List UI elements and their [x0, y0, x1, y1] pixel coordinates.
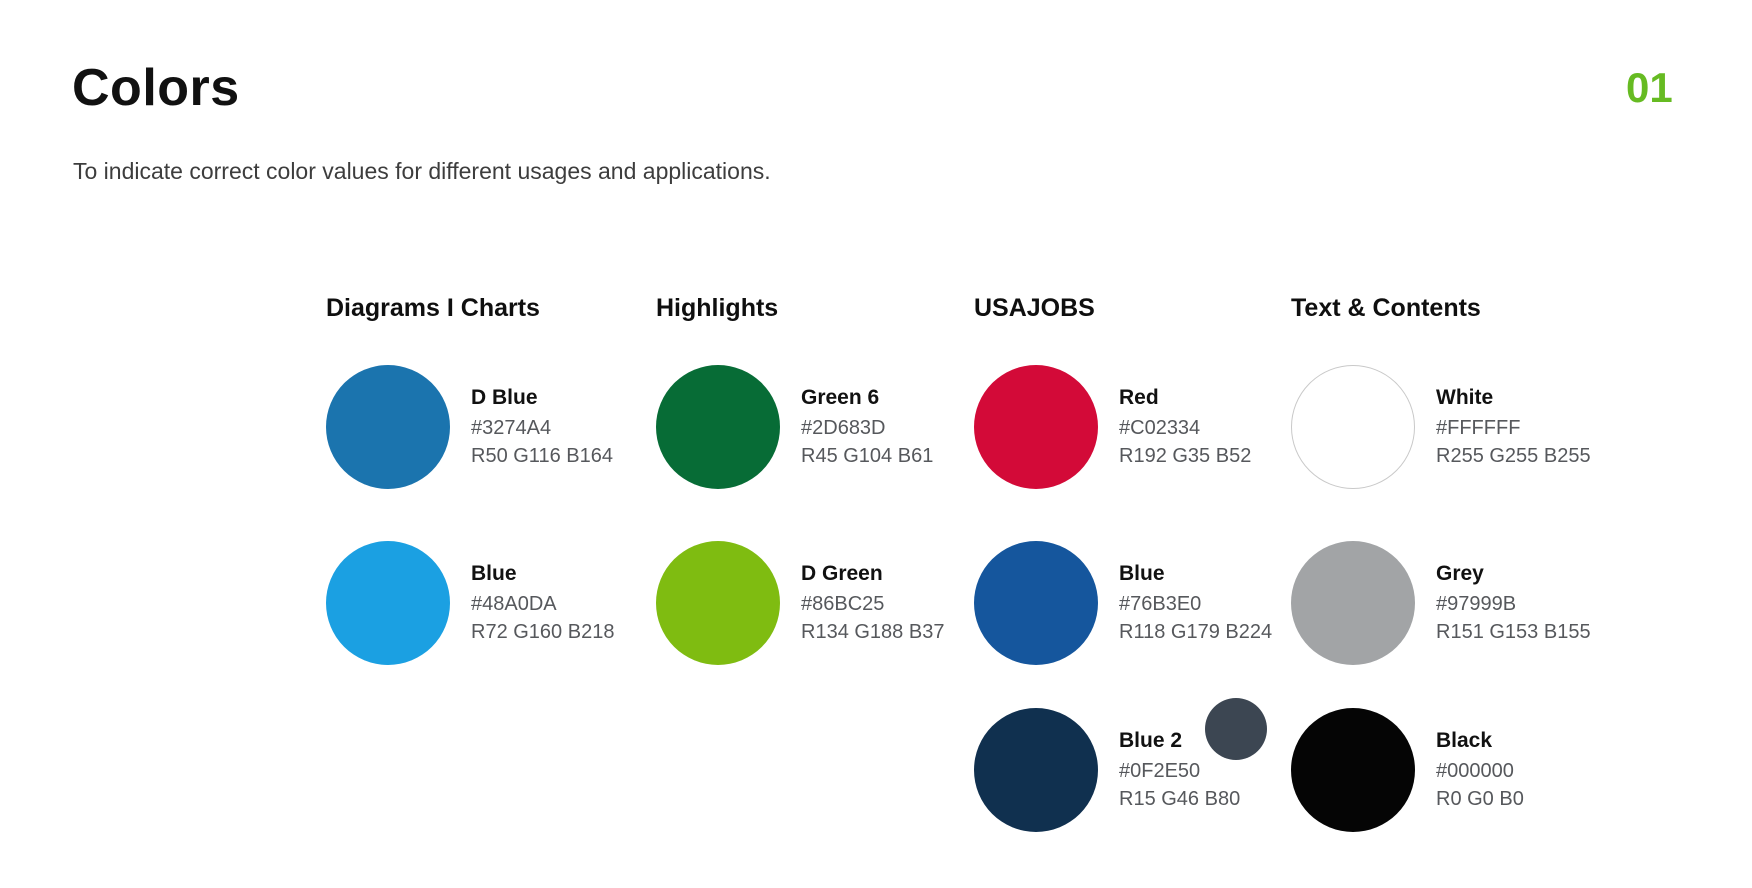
swatch-hex: #FFFFFF — [1436, 417, 1521, 439]
swatch-text: Blue #76B3E0 R118 G179 B224 — [1119, 560, 1272, 646]
swatch-rgb: R0 G0 B0 — [1436, 788, 1524, 810]
swatch-hex: #3274A4 — [471, 417, 552, 439]
swatch-rgb: R72 G160 B218 — [471, 621, 615, 643]
swatch-hex: #0F2E50 — [1119, 760, 1201, 782]
swatch-name: White — [1436, 386, 1494, 409]
swatch-name: Blue — [471, 562, 517, 585]
swatch-text: Green 6 #2D683D R45 G104 B61 — [801, 384, 933, 470]
swatch-text: Black #000000 R0 G0 B0 — [1436, 727, 1524, 813]
color-circle — [326, 541, 450, 665]
page-subtitle: To indicate correct color values for dif… — [73, 158, 771, 184]
swatch-red: Red #C02334 R192 G35 B52 — [974, 365, 1251, 489]
swatch-name: D Green — [801, 562, 883, 585]
swatch-rgb: R151 G153 B155 — [1436, 621, 1591, 643]
swatch-name: Green 6 — [801, 386, 880, 409]
color-circle — [326, 365, 450, 489]
column-usajobs: USAJOBS Red #C02334 R192 G35 B52 Blue #7… — [974, 0, 1304, 888]
color-circle — [1291, 708, 1415, 832]
color-circle — [974, 365, 1098, 489]
blue2-secondary-circle — [1205, 698, 1267, 760]
color-circle — [1291, 541, 1415, 665]
swatch-name: Grey — [1436, 562, 1484, 585]
swatch-rgb: R192 G35 B52 — [1119, 445, 1252, 467]
swatch-hex: #000000 — [1436, 760, 1514, 782]
color-circle — [656, 541, 780, 665]
swatch-d-blue: D Blue #3274A4 R50 G116 B164 — [326, 365, 613, 489]
color-circle — [974, 708, 1098, 832]
swatch-text: D Green #86BC25 R134 G188 B37 — [801, 560, 944, 646]
swatch-blue-usajobs: Blue #76B3E0 R118 G179 B224 — [974, 541, 1272, 665]
swatch-hex: #2D683D — [801, 417, 886, 439]
page-number: 01 — [1626, 64, 1673, 111]
column-header: Text & Contents — [1291, 294, 1481, 322]
swatch-rgb: R118 G179 B224 — [1119, 621, 1273, 643]
swatch-text: D Blue #3274A4 R50 G116 B164 — [471, 384, 613, 470]
swatch-d-green: D Green #86BC25 R134 G188 B37 — [656, 541, 944, 665]
swatch-name: Blue 2 — [1119, 729, 1183, 752]
swatch-hex: #86BC25 — [801, 593, 885, 615]
swatch-black: Black #000000 R0 G0 B0 — [1291, 708, 1524, 832]
swatch-name: Blue — [1119, 562, 1165, 585]
swatch-hex: #48A0DA — [471, 593, 557, 615]
swatch-text: White #FFFFFF R255 G255 B255 — [1436, 384, 1591, 470]
swatch-blue: Blue #48A0DA R72 G160 B218 — [326, 541, 614, 665]
swatch-blue-2: Blue 2 #0F2E50 R15 G46 B80 — [974, 708, 1240, 832]
color-circle — [656, 365, 780, 489]
swatch-white: White #FFFFFF R255 G255 B255 — [1291, 365, 1591, 489]
swatch-name: D Blue — [471, 386, 538, 409]
swatch-green-6: Green 6 #2D683D R45 G104 B61 — [656, 365, 933, 489]
swatch-text: Blue #48A0DA R72 G160 B218 — [471, 560, 614, 646]
swatch-rgb: R134 G188 B37 — [801, 621, 945, 643]
swatch-text: Grey #97999B R151 G153 B155 — [1436, 560, 1591, 646]
swatch-rgb: R15 G46 B80 — [1119, 788, 1241, 810]
swatch-hex: #76B3E0 — [1119, 593, 1202, 615]
column-highlights: Highlights Green 6 #2D683D R45 G104 B61 … — [656, 0, 986, 888]
page-title: Colors — [72, 59, 240, 117]
color-circle — [1291, 365, 1415, 489]
column-diagrams-charts: Diagrams I Charts D Blue #3274A4 R50 G11… — [326, 0, 656, 888]
column-header: USAJOBS — [974, 294, 1095, 322]
swatch-text: Red #C02334 R192 G35 B52 — [1119, 384, 1251, 470]
color-circle — [974, 541, 1098, 665]
swatch-name: Red — [1119, 386, 1159, 409]
swatch-rgb: R45 G104 B61 — [801, 445, 934, 467]
column-text-contents: Text & Contents White #FFFFFF R255 G255 … — [1291, 0, 1621, 888]
swatch-hex: #C02334 — [1119, 417, 1201, 439]
swatch-rgb: R50 G116 B164 — [471, 445, 613, 467]
swatch-text: Blue 2 #0F2E50 R15 G46 B80 — [1119, 727, 1240, 813]
column-header: Diagrams I Charts — [326, 294, 540, 322]
swatch-grey: Grey #97999B R151 G153 B155 — [1291, 541, 1591, 665]
column-header: Highlights — [656, 294, 779, 322]
swatch-hex: #97999B — [1436, 593, 1517, 615]
swatch-name: Black — [1436, 729, 1493, 752]
swatch-rgb: R255 G255 B255 — [1436, 445, 1591, 467]
